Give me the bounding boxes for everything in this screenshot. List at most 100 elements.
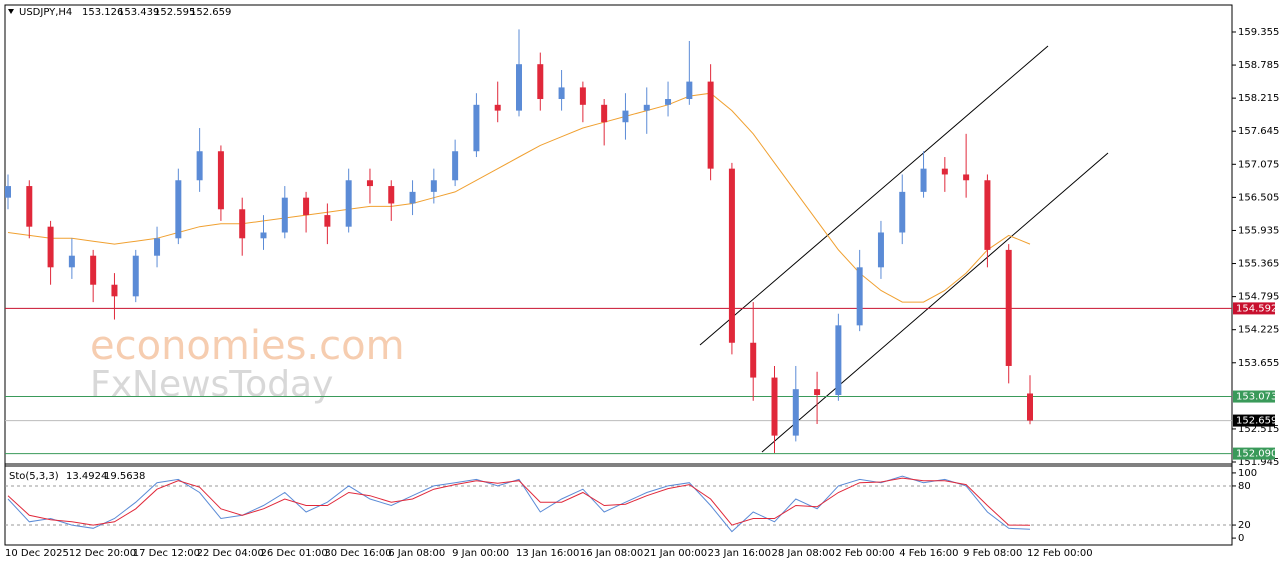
x-tick-label: 13 Jan 16:00 <box>516 548 579 559</box>
candle-body <box>324 215 331 227</box>
candle-body <box>920 168 927 192</box>
x-tick-label: 17 Dec 12:00 <box>133 548 200 559</box>
candle-body <box>388 186 395 204</box>
y-tick-label: 153.655 <box>1238 358 1279 369</box>
y-tick-label: 80 <box>1238 481 1251 492</box>
price-label-box <box>1233 414 1275 427</box>
stoch-k <box>7 475 1031 533</box>
header-high: 153.439 <box>118 7 159 18</box>
x-tick-label: 2 Feb 00:00 <box>835 548 894 559</box>
candle-body <box>175 180 182 239</box>
indicator-d: 19.5638 <box>104 471 145 482</box>
candle-body <box>26 186 33 227</box>
y-tick-label: 152.515 <box>1238 424 1279 435</box>
chart-title: USDJPY,H4 <box>19 7 72 18</box>
y-tick-label: 154.795 <box>1238 292 1279 303</box>
x-tick-label: 22 Dec 04:00 <box>197 548 264 559</box>
candle-body <box>728 168 735 343</box>
candle-body <box>409 191 416 204</box>
x-tick-label: 12 Dec 20:00 <box>69 548 136 559</box>
candle-body <box>516 64 522 111</box>
y-tick-label: 157.645 <box>1238 126 1279 137</box>
candle-body <box>196 151 203 181</box>
candle-body <box>899 191 906 233</box>
candle-body <box>792 389 799 436</box>
y-tick-label: 158.785 <box>1238 60 1279 71</box>
candle-body <box>303 197 310 216</box>
candle-body <box>473 104 480 152</box>
channel-line <box>761 152 1109 453</box>
y-tick-label: 151.945 <box>1238 457 1279 468</box>
candle-body <box>154 238 161 256</box>
price-label-box <box>1233 390 1275 403</box>
y-tick-label: 157.075 <box>1238 159 1279 170</box>
x-tick-label: 6 Jan 08:00 <box>388 548 445 559</box>
candle-body <box>239 209 246 239</box>
candle-body <box>260 232 267 239</box>
y-tick-label: 155.365 <box>1238 259 1279 270</box>
candle-body <box>452 151 459 181</box>
watermark: economies.com <box>90 323 405 369</box>
candle-body <box>90 255 97 285</box>
menu-arrow[interactable] <box>8 9 14 14</box>
price-label: 153.073 <box>1236 392 1277 403</box>
candle-body <box>47 226 54 268</box>
candle-body <box>494 104 501 111</box>
x-tick-label: 26 Dec 01:00 <box>261 548 328 559</box>
candle-body <box>750 342 757 378</box>
header-open: 153.126 <box>82 7 123 18</box>
candle-body <box>537 64 544 100</box>
candle-body <box>1005 249 1012 366</box>
watermark: FxNewsToday <box>90 364 333 405</box>
candle-body <box>579 87 586 105</box>
x-tick-label: 21 Jan 00:00 <box>644 548 707 559</box>
x-tick-label: 16 Jan 08:00 <box>580 548 643 559</box>
price-label-box <box>1233 302 1275 315</box>
candle-body <box>5 186 11 198</box>
candle-body <box>622 110 629 123</box>
x-tick-label: 4 Feb 16:00 <box>899 548 958 559</box>
candle-body <box>281 197 288 233</box>
candle-body <box>132 255 139 297</box>
candle-body <box>1027 393 1033 421</box>
price-label: 154.592 <box>1236 303 1277 314</box>
price-label-box <box>1233 447 1275 460</box>
candle-body <box>665 99 672 105</box>
x-tick-label: 10 Dec 2025 <box>5 548 69 559</box>
candle-body <box>643 104 650 111</box>
x-tick-label: 9 Feb 08:00 <box>963 548 1022 559</box>
candle-body <box>771 377 778 436</box>
y-tick-label: 159.355 <box>1238 27 1279 38</box>
candle-body <box>856 267 863 326</box>
price-label: 152.659 <box>1236 416 1277 427</box>
indicator-title: Sto(5,3,3) <box>9 471 59 482</box>
candle-body <box>366 180 373 187</box>
candle-body <box>835 325 842 395</box>
candle-body <box>814 389 821 395</box>
candle-body <box>877 232 884 268</box>
indicator-k: 13.4924 <box>66 471 107 482</box>
y-tick-label: 0 <box>1238 533 1244 544</box>
plot-frame <box>4 4 1233 546</box>
y-tick-label: 158.215 <box>1238 93 1279 104</box>
candle-body <box>686 81 693 100</box>
x-tick-label: 9 Jan 00:00 <box>452 548 509 559</box>
channel-line <box>699 45 1049 346</box>
candle-body <box>601 104 608 123</box>
y-tick-label: 154.225 <box>1238 325 1279 336</box>
header-close: 152.659 <box>190 7 231 18</box>
x-tick-label: 12 Feb 00:00 <box>1027 548 1093 559</box>
candle-body <box>68 255 75 268</box>
candle-body <box>558 87 565 100</box>
x-tick-label: 28 Jan 08:00 <box>772 548 835 559</box>
y-tick-label: 20 <box>1238 520 1251 531</box>
y-tick-label: 156.505 <box>1238 192 1279 203</box>
candle-body <box>345 180 352 227</box>
candle-body <box>111 284 118 297</box>
candle-body <box>430 180 437 192</box>
price-label: 152.090 <box>1236 449 1277 460</box>
candle-body <box>941 168 948 175</box>
candle-body <box>963 174 970 181</box>
candle-body <box>984 180 991 250</box>
